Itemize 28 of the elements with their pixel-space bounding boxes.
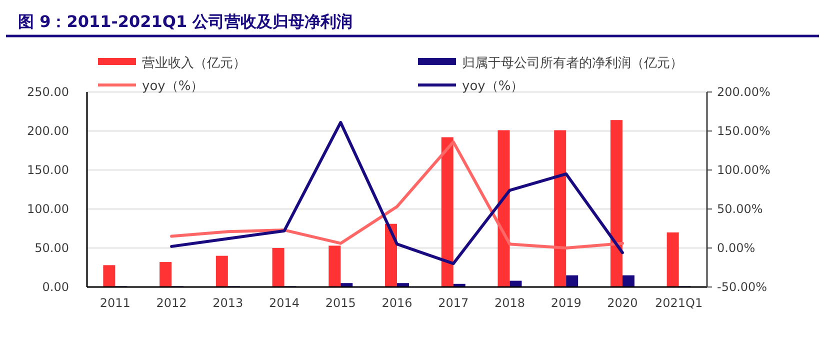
- legend-label: 营业收入（亿元）: [142, 56, 246, 71]
- x-tick-label: 2021Q1: [655, 296, 703, 310]
- x-tick-label: 2020: [607, 296, 638, 310]
- x-tick-label: 2012: [156, 296, 187, 310]
- x-tick-label: 2013: [212, 296, 244, 310]
- y2-tick-label: -50.00%: [717, 280, 768, 294]
- chart-title: 图 9：2011-2021Q1 公司营收及归母净利润: [18, 12, 353, 31]
- y2-tick-label: 0.00%: [717, 241, 756, 255]
- y-tick-label: 250.00: [27, 85, 69, 99]
- y2-tick-label: 100.00%: [717, 163, 770, 177]
- x-tick-label: 2015: [325, 296, 356, 310]
- x-tick-label: 2017: [438, 296, 469, 310]
- y-tick-label: 100.00: [27, 202, 69, 216]
- x-tick-label: 2011: [100, 296, 130, 310]
- legend-label: 归属于母公司所有者的净利润（亿元）: [462, 56, 683, 71]
- x-tick-label: 2018: [494, 296, 525, 310]
- legend-label: yoy（%）: [142, 79, 204, 94]
- x-tick-label: 2016: [382, 296, 412, 310]
- y-tick-label: 200.00: [27, 124, 69, 138]
- y-tick-label: 150.00: [27, 163, 69, 177]
- y2-tick-label: 150.00%: [717, 124, 770, 138]
- y2-tick-label: 50.00%: [717, 202, 763, 216]
- x-tick-label: 2014: [269, 296, 300, 310]
- y-tick-label: 0.00: [42, 280, 69, 294]
- x-tick-label: 2019: [550, 296, 582, 310]
- y-tick-label: 50.00: [34, 241, 69, 255]
- legend-label: yoy（%）: [462, 79, 524, 94]
- y2-tick-label: 200.00%: [717, 85, 770, 99]
